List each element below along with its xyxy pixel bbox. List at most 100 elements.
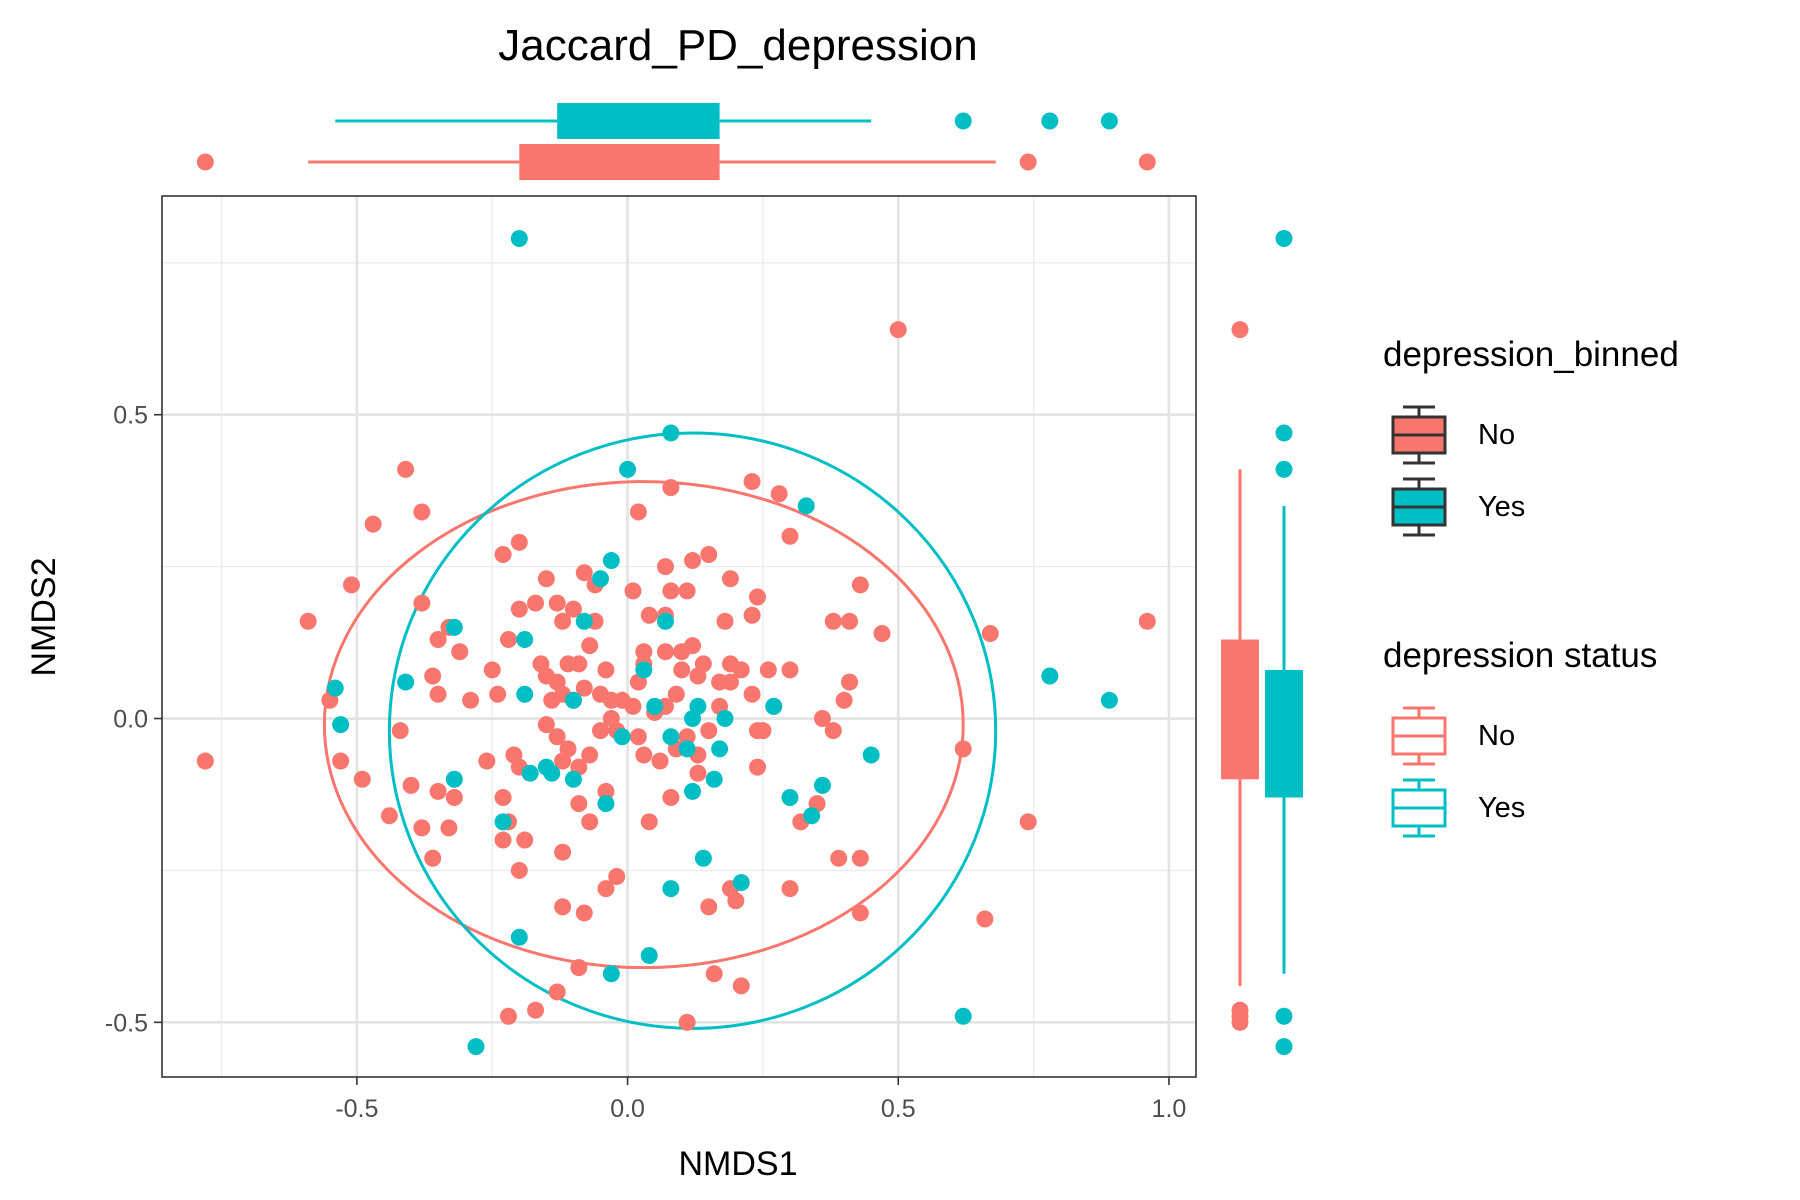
point-series-0 (424, 667, 442, 685)
point-series-1 (575, 612, 593, 630)
point-series-0 (716, 612, 734, 630)
point-series-0 (597, 782, 615, 800)
point-series-0 (413, 594, 431, 612)
y-tick-label: 0.5 (113, 402, 148, 430)
point-series-0 (564, 600, 582, 618)
point-series-0 (732, 977, 750, 995)
x-tick-label: 1.0 (1152, 1095, 1187, 1123)
right-outlier-1 (1275, 1038, 1293, 1056)
point-series-0 (299, 612, 317, 630)
point-series-0 (851, 849, 869, 867)
point-series-0 (342, 576, 360, 594)
point-series-0 (781, 880, 799, 898)
ellipse-series-0 (322, 480, 965, 970)
right-outlier-1 (1275, 460, 1293, 478)
point-series-0 (678, 728, 696, 746)
point-series-0 (781, 661, 799, 679)
legend-label-status-yes: Yes (1478, 792, 1525, 824)
point-series-0 (548, 728, 566, 746)
point-series-0 (581, 813, 599, 831)
point-series-0 (841, 612, 859, 630)
point-series-0 (510, 600, 528, 618)
legend-label-status-no: No (1478, 720, 1515, 752)
point-series-0 (635, 643, 653, 661)
point-series-0 (651, 752, 669, 770)
point-series-0 (429, 782, 447, 800)
point-series-1 (543, 764, 561, 782)
point-series-1 (694, 849, 712, 867)
point-series-0 (494, 545, 512, 563)
point-series-0 (700, 722, 718, 740)
x-axis-title: NMDS1 (678, 1145, 797, 1183)
point-series-1 (445, 770, 463, 788)
point-series-0 (570, 655, 588, 673)
point-series-1 (619, 460, 637, 478)
point-series-0 (981, 624, 999, 642)
point-series-1 (445, 618, 463, 636)
point-series-0 (499, 1007, 517, 1025)
point-series-1 (592, 570, 610, 588)
point-series-0 (673, 643, 691, 661)
point-series-1 (510, 230, 528, 248)
point-series-0 (413, 819, 431, 837)
point-series-1 (716, 710, 734, 728)
point-series-0 (451, 643, 469, 661)
right-outlier-0 (1231, 1013, 1249, 1031)
point-series-1 (397, 673, 415, 691)
point-series-0 (748, 758, 766, 776)
legend-title-binned: depression_binned (1383, 335, 1679, 374)
point-series-0 (413, 503, 431, 521)
point-series-0 (581, 637, 599, 655)
point-series-1 (765, 697, 783, 715)
point-series-0 (851, 576, 869, 594)
x-tick-label: -0.5 (335, 1095, 378, 1123)
point-series-0 (353, 770, 371, 788)
point-series-0 (575, 564, 593, 582)
point-series-0 (429, 685, 447, 703)
grid-lines (162, 196, 1196, 1077)
point-series-0 (743, 473, 761, 491)
legend-depression-status: depression status No Yes (1383, 636, 1657, 838)
point-series-1 (564, 691, 582, 709)
point-series-0 (570, 959, 588, 977)
point-series-1 (646, 697, 664, 715)
top-box-1 (557, 103, 720, 139)
point-series-0 (662, 582, 680, 600)
point-series-0 (364, 515, 382, 533)
point-series-0 (1019, 813, 1037, 831)
point-series-0 (554, 843, 572, 861)
point-series-1 (797, 497, 815, 515)
top-marginal-boxplots (196, 103, 1156, 180)
point-series-0 (559, 740, 577, 758)
point-series-0 (494, 831, 512, 849)
point-series-0 (1138, 612, 1156, 630)
point-series-0 (445, 789, 463, 807)
point-series-0 (510, 861, 528, 879)
x-axis-ticks: -0.5 0.0 0.5 1.0 (335, 1077, 1186, 1123)
point-series-0 (624, 697, 642, 715)
right-outlier-0 (1231, 321, 1249, 339)
point-series-0 (694, 655, 712, 673)
point-series-1 (516, 685, 534, 703)
point-series-0 (851, 904, 869, 922)
point-series-0 (673, 661, 691, 679)
top-outlier-0 (1138, 153, 1156, 171)
legend-depression-binned: depression_binned No Yes (1383, 335, 1679, 537)
point-series-1 (326, 679, 344, 697)
point-series-1 (732, 874, 750, 892)
point-series-1 (332, 716, 350, 734)
point-series-1 (662, 880, 680, 898)
point-series-1 (613, 728, 631, 746)
legend-key-status-no (1391, 706, 1447, 766)
point-series-0 (483, 661, 501, 679)
point-series-0 (727, 892, 745, 910)
point-series-1 (516, 631, 534, 649)
point-series-1 (597, 795, 615, 813)
top-outlier-1 (954, 112, 972, 130)
point-series-0 (537, 716, 555, 734)
point-series-0 (662, 789, 680, 807)
point-series-0 (824, 722, 842, 740)
point-series-1 (954, 1007, 972, 1025)
point-series-0 (889, 321, 907, 339)
point-series-0 (813, 710, 831, 728)
